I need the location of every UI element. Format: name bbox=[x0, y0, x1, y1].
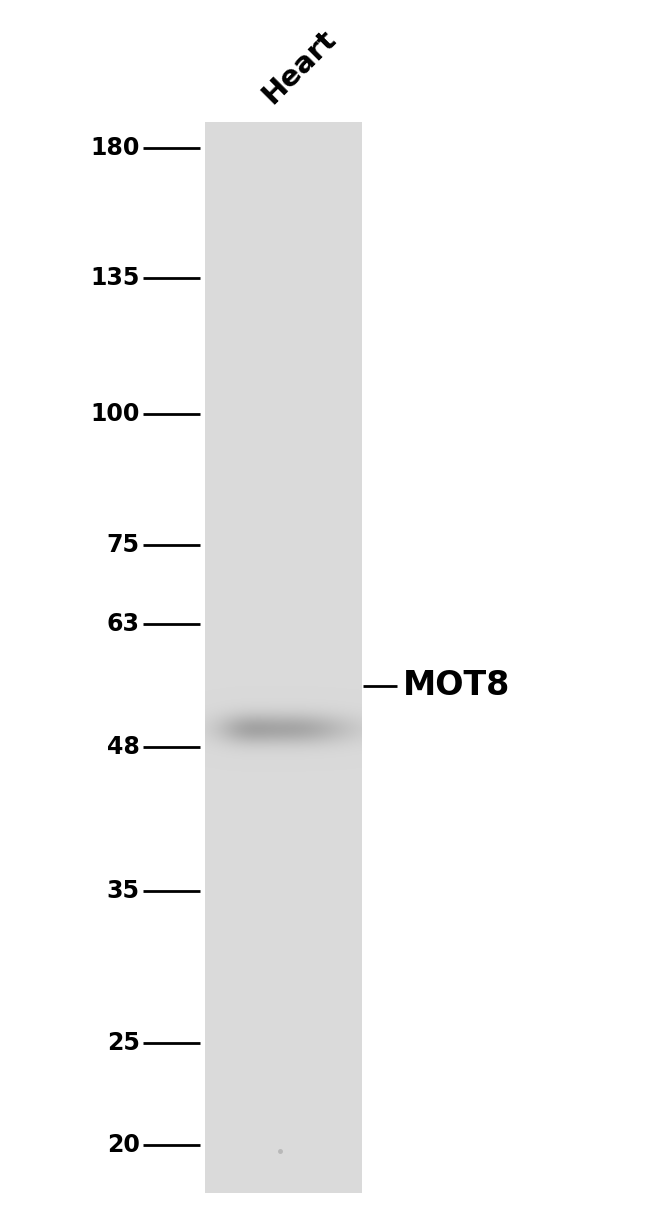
Bar bbox=[205, 122, 361, 1193]
Text: 75: 75 bbox=[107, 533, 140, 557]
Text: 100: 100 bbox=[90, 403, 140, 426]
Text: 35: 35 bbox=[107, 879, 140, 903]
Text: 48: 48 bbox=[107, 735, 140, 759]
Text: MOT8: MOT8 bbox=[403, 669, 510, 702]
Text: 135: 135 bbox=[90, 267, 140, 290]
Text: 63: 63 bbox=[107, 612, 140, 636]
Text: 180: 180 bbox=[90, 135, 140, 159]
Text: 25: 25 bbox=[107, 1031, 140, 1055]
Text: 20: 20 bbox=[107, 1133, 140, 1156]
Text: Heart: Heart bbox=[257, 24, 341, 110]
